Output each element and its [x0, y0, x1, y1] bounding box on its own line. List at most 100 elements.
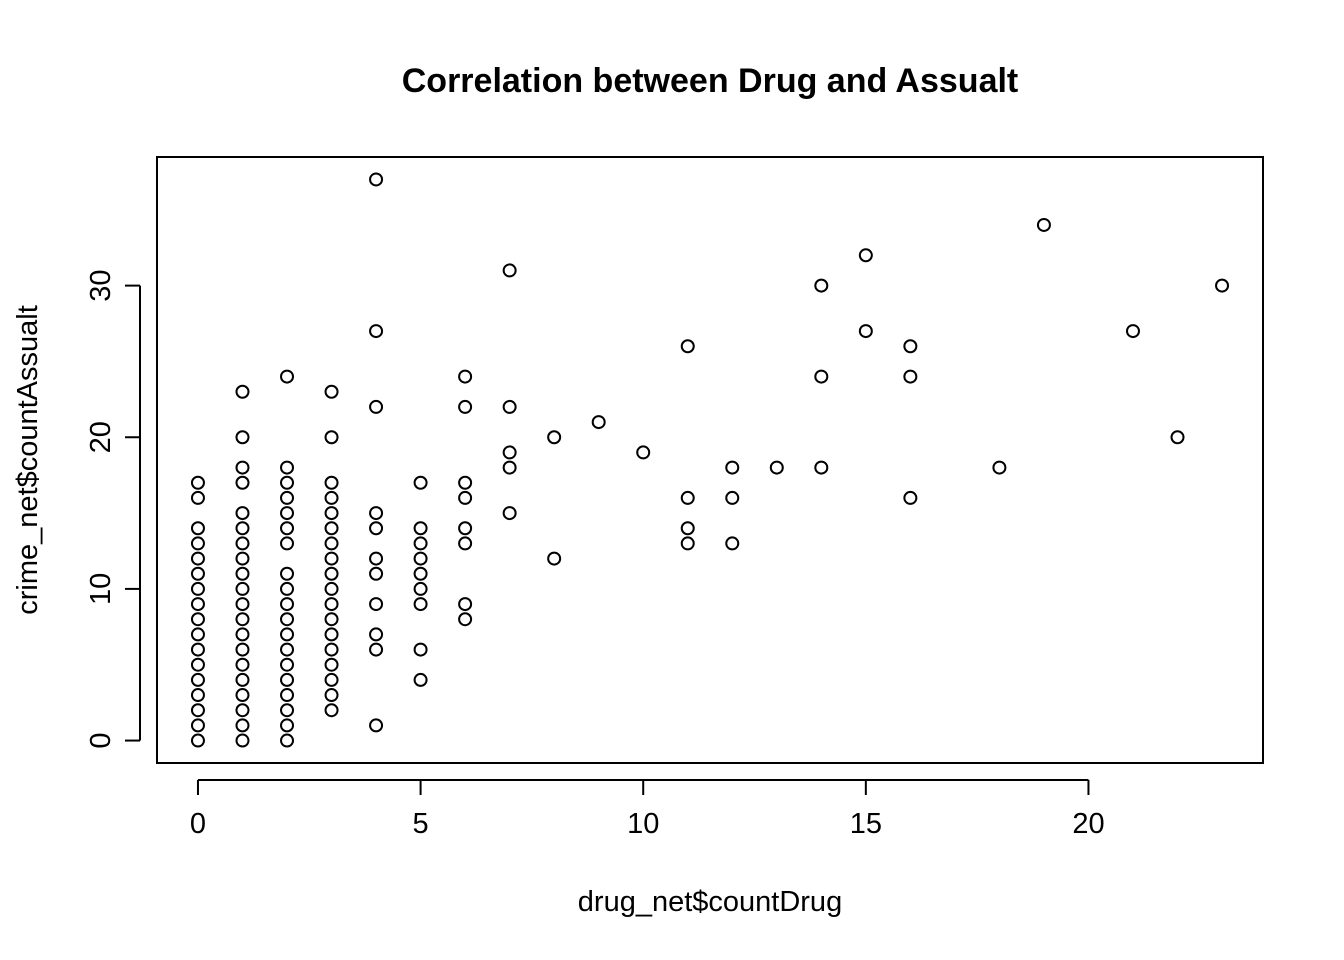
x-axis-label: drug_net$countDrug	[578, 886, 842, 918]
data-point	[235, 718, 250, 733]
data-point	[280, 672, 295, 687]
data-point	[413, 672, 428, 687]
data-point	[280, 581, 295, 596]
plot-frame	[156, 156, 1264, 764]
data-point	[190, 536, 205, 551]
data-point	[280, 657, 295, 672]
data-point	[680, 339, 695, 354]
data-point	[458, 490, 473, 505]
data-point	[280, 597, 295, 612]
data-point	[413, 566, 428, 581]
data-point	[1215, 278, 1230, 293]
data-point	[190, 672, 205, 687]
data-point	[858, 248, 873, 263]
data-point	[502, 506, 517, 521]
data-point	[235, 475, 250, 490]
y-tick-label: 20	[85, 421, 117, 453]
y-axis-label: crime_net$countAssualt	[12, 305, 44, 615]
data-point	[458, 399, 473, 414]
data-point	[814, 369, 829, 384]
data-point	[413, 642, 428, 657]
data-point	[235, 597, 250, 612]
data-point	[725, 490, 740, 505]
data-point	[235, 566, 250, 581]
data-point	[235, 733, 250, 748]
x-tick-label: 5	[413, 808, 429, 840]
data-point	[235, 703, 250, 718]
data-point	[280, 733, 295, 748]
data-point	[369, 551, 384, 566]
data-point	[190, 657, 205, 672]
data-point	[903, 490, 918, 505]
data-point	[190, 703, 205, 718]
data-point	[190, 490, 205, 505]
data-point	[235, 581, 250, 596]
data-point	[190, 642, 205, 657]
data-point	[324, 490, 339, 505]
data-point	[235, 642, 250, 657]
data-point	[814, 460, 829, 475]
data-point	[190, 551, 205, 566]
data-point	[190, 521, 205, 536]
data-point	[324, 475, 339, 490]
data-point	[324, 384, 339, 399]
data-point	[814, 278, 829, 293]
data-point	[235, 612, 250, 627]
data-point	[413, 597, 428, 612]
data-point	[190, 581, 205, 596]
data-point	[413, 551, 428, 566]
data-point	[190, 566, 205, 581]
data-point	[235, 384, 250, 399]
data-point	[190, 597, 205, 612]
x-tick-label: 20	[1072, 808, 1104, 840]
data-point	[591, 415, 606, 430]
data-point	[280, 506, 295, 521]
data-point	[280, 566, 295, 581]
data-point	[458, 475, 473, 490]
data-point	[324, 597, 339, 612]
data-point	[324, 612, 339, 627]
data-point	[858, 324, 873, 339]
data-point	[190, 718, 205, 733]
x-tick-label: 0	[190, 808, 206, 840]
data-point	[369, 642, 384, 657]
x-tick-label: 10	[627, 808, 659, 840]
data-point	[769, 460, 784, 475]
data-point	[280, 688, 295, 703]
data-point	[413, 581, 428, 596]
x-tick-label: 15	[850, 808, 882, 840]
data-point	[235, 430, 250, 445]
data-point	[1170, 430, 1185, 445]
y-axis: 0 10 20 30	[85, 269, 141, 749]
data-point	[324, 551, 339, 566]
data-point	[280, 460, 295, 475]
data-point	[235, 521, 250, 536]
data-point	[324, 506, 339, 521]
data-point	[369, 172, 384, 187]
data-point	[235, 536, 250, 551]
data-point	[280, 627, 295, 642]
data-point	[190, 733, 205, 748]
data-point	[324, 536, 339, 551]
data-point	[903, 339, 918, 354]
data-point	[369, 521, 384, 536]
data-point	[992, 460, 1007, 475]
data-point	[636, 445, 651, 460]
data-point	[324, 672, 339, 687]
data-point	[903, 369, 918, 384]
data-point	[324, 627, 339, 642]
data-point	[280, 490, 295, 505]
data-point	[1125, 324, 1140, 339]
data-point	[680, 536, 695, 551]
data-point	[458, 521, 473, 536]
data-point	[502, 445, 517, 460]
data-point	[235, 657, 250, 672]
data-point	[235, 672, 250, 687]
data-point	[458, 536, 473, 551]
data-point	[280, 642, 295, 657]
data-point	[547, 430, 562, 445]
data-point	[280, 536, 295, 551]
data-points	[190, 172, 1230, 748]
data-point	[324, 703, 339, 718]
